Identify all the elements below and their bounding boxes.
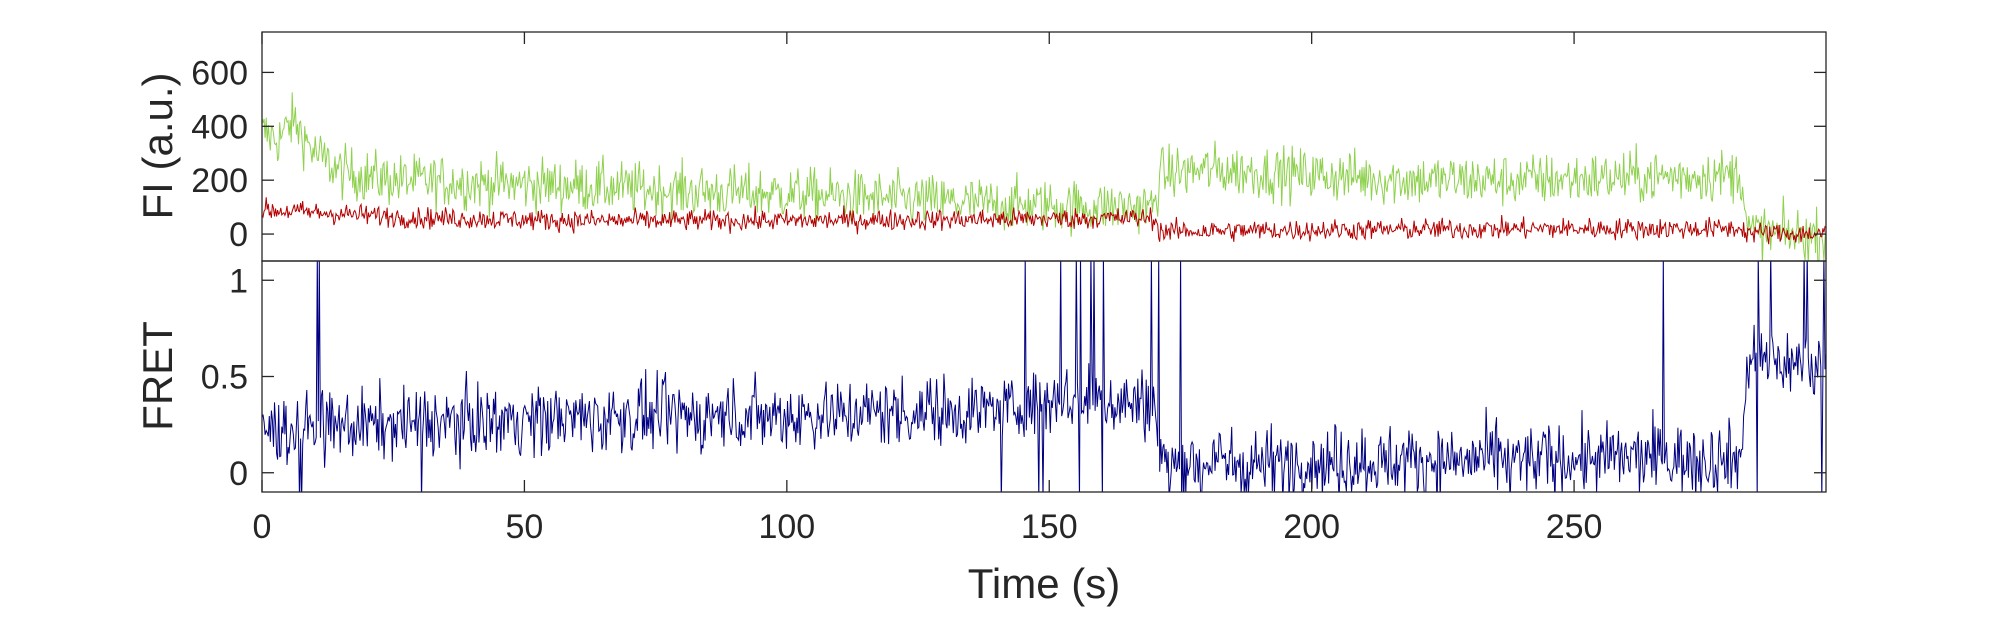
y-tick-label: 0 [229,455,248,493]
fret-traces [262,261,1826,492]
fret-y-axis: 00.51 [201,262,1826,493]
series-line-0-1 [262,197,1826,245]
intensity-panel-frame [261,31,1827,262]
x-tick-label: 150 [1021,508,1078,546]
intensity-y-axis-label: FI (a.u.) [134,72,181,219]
y-tick-label: 1 [229,262,248,300]
y-tick-label: 400 [191,108,248,146]
fret-panel-frame [261,260,1827,493]
x-tick-label: 50 [506,508,544,546]
time-x-axis: 0 50 100 150 200 250 [253,32,1603,546]
x-tick-label: 250 [1546,508,1603,546]
y-tick-label: 0 [229,216,248,254]
intensity-y-axis: 0 200 400 600 [191,54,1826,254]
x-tick-label: 0 [253,508,272,546]
y-tick-label: 600 [191,54,248,92]
fret-y-axis-label: FRET [134,321,181,431]
y-tick-label: 0.5 [201,359,248,397]
x-tick-label: 200 [1283,508,1340,546]
x-tick-label: 100 [758,508,815,546]
intensity-panel: 0 200 400 600 FI (a.u.) [134,31,1827,262]
series-line-1-0 [262,261,1826,492]
series-line-0-0 [262,92,1826,261]
time-x-axis-label: Time (s) [968,560,1120,607]
fret-panel: 00.51 0 50 100 150 200 250 FRET Time (s) [134,32,1827,607]
intensity-traces [262,92,1826,261]
y-tick-label: 200 [191,162,248,200]
